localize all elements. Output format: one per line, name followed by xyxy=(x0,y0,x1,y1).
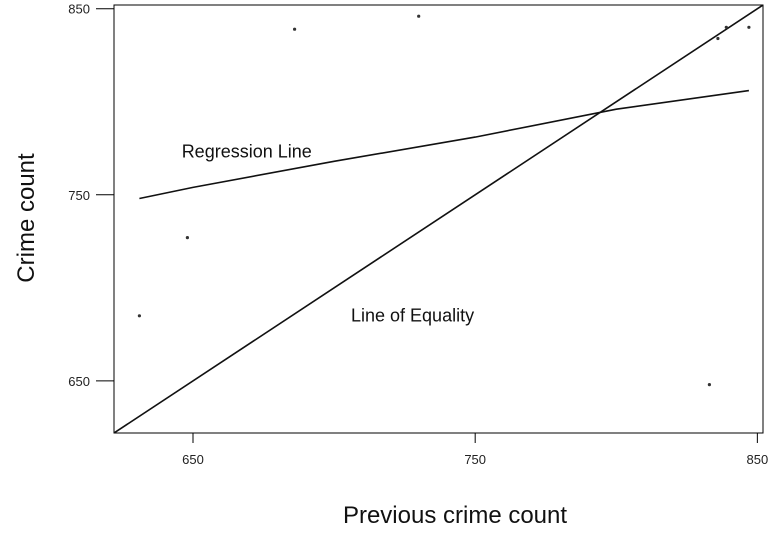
regression-line xyxy=(139,89,750,200)
annotation-line-of-equality: Line of Equality xyxy=(351,305,474,325)
x-axis: 650 750 850 xyxy=(182,433,768,467)
y-tick-label-750: 750 xyxy=(68,188,90,203)
plot-frame xyxy=(113,4,764,434)
data-point-6 xyxy=(716,36,720,41)
x-tick-label-750: 750 xyxy=(464,452,486,467)
y-axis: 650 750 850 xyxy=(68,2,114,389)
y-tick-label-850: 850 xyxy=(68,2,90,17)
points-layer xyxy=(137,14,751,387)
annotation-regression-line: Regression Line xyxy=(182,142,312,162)
y-tick-label-650: 650 xyxy=(68,374,90,389)
data-point-2 xyxy=(185,236,189,240)
x-axis-title: Previous crime count xyxy=(343,502,567,529)
data-point-7 xyxy=(724,25,728,29)
lines-layer xyxy=(114,5,763,433)
data-point-8 xyxy=(747,25,751,29)
plot-area: Regression Line Line of Equality xyxy=(113,4,764,434)
y-axis-title: Crime count xyxy=(13,153,40,283)
data-point-5 xyxy=(707,383,712,387)
data-point-1 xyxy=(137,314,141,318)
data-point-4 xyxy=(417,14,421,18)
annotations-layer: Regression Line Line of Equality xyxy=(182,142,474,326)
line-of-equality xyxy=(114,5,763,433)
x-tick-label-850: 850 xyxy=(747,452,769,467)
data-point-3 xyxy=(293,27,297,31)
x-tick-label-650: 650 xyxy=(182,452,204,467)
